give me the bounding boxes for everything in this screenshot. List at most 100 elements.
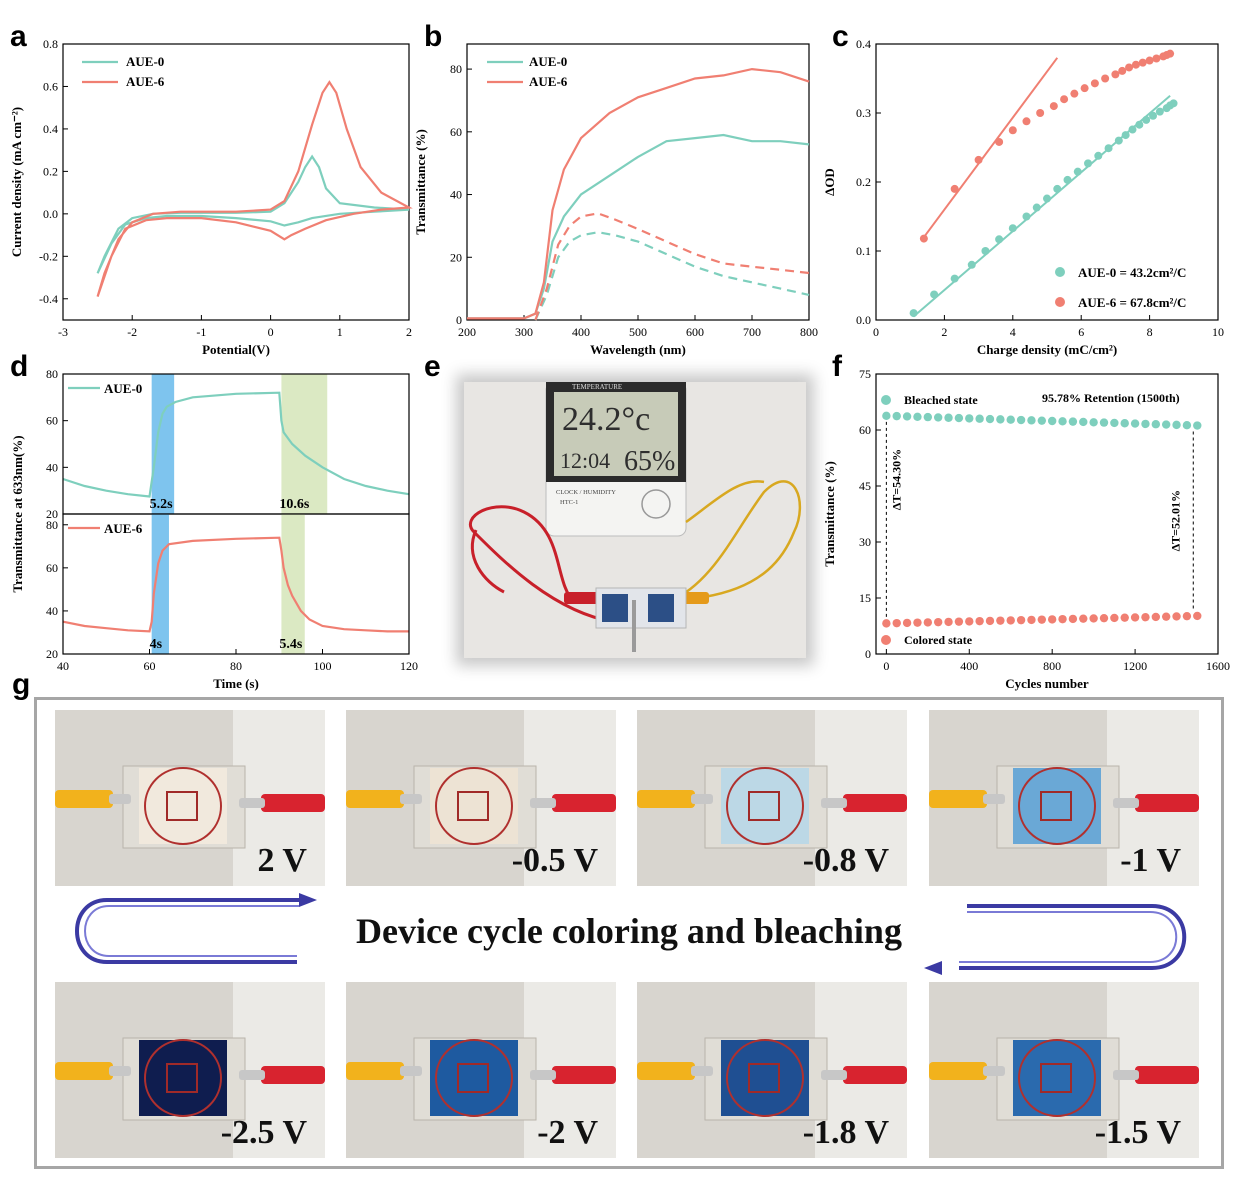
data-point <box>1104 144 1113 153</box>
switching-band <box>281 374 328 514</box>
data-point <box>1166 49 1175 58</box>
x-tick-label: 4 <box>1010 325 1016 339</box>
seal-center <box>457 1063 489 1093</box>
y-tick-label: 20 <box>450 250 462 264</box>
data-point <box>1145 56 1154 65</box>
seal-center <box>166 1063 198 1093</box>
panel-label-d: d <box>10 350 29 383</box>
data-point <box>1152 54 1161 63</box>
data-point <box>1070 89 1079 98</box>
yellow-clip <box>55 1062 113 1080</box>
yellow-clip-tip <box>109 1066 131 1076</box>
data-point <box>1006 616 1015 625</box>
thermo-model: HTC-1 <box>560 499 578 506</box>
yellow-clip <box>346 1062 404 1080</box>
yellow-clip-tip <box>400 794 422 804</box>
data-point <box>1008 224 1017 233</box>
university-seal <box>435 767 513 845</box>
data-point <box>1079 417 1088 427</box>
university-seal <box>1018 1039 1096 1117</box>
x-tick-label: 0 <box>883 659 889 673</box>
data-point <box>1036 109 1045 117</box>
x-axis-label: Charge density (mC/cm²) <box>977 342 1117 357</box>
data-point <box>1135 120 1144 129</box>
data-point <box>1118 66 1127 75</box>
x-tick-label: 40 <box>57 659 69 673</box>
switching-time-label: 10.6s <box>279 497 310 512</box>
y-axis-label: Transmittance at 633nm(%) <box>10 435 25 592</box>
data-point <box>1080 84 1089 93</box>
data-point <box>995 137 1004 146</box>
panel-g-frame: Device cycle coloring and bleaching 2 V -… <box>34 697 1224 1169</box>
data-point <box>930 290 939 299</box>
data-point <box>944 617 953 627</box>
x-tick-label: 700 <box>743 325 761 339</box>
y-axis-label: ΔOD <box>822 168 837 196</box>
y-tick-label: 45 <box>859 479 871 493</box>
y-tick-label: 0.2 <box>43 164 58 178</box>
yellow-clip <box>929 790 987 808</box>
data-point <box>1006 415 1015 424</box>
data-point <box>1058 614 1067 624</box>
y-tick-label: 75 <box>859 367 871 381</box>
university-seal <box>144 1039 222 1117</box>
data-point <box>1141 612 1150 622</box>
data-point <box>1068 417 1078 426</box>
device-state-photo: -0.5 V <box>346 710 616 886</box>
data-point <box>1099 613 1109 623</box>
data-point <box>1090 79 1099 88</box>
panel-label-b: b <box>424 20 443 53</box>
y-axis-label: Transmittance (%) <box>415 129 428 235</box>
x-axis-label: Time (s) <box>213 676 259 691</box>
x-tick-label: 1200 <box>1123 659 1147 673</box>
device-photo: TEMPERATURE 24.2°c 12:04 65% CLOCK / HUM… <box>464 381 806 658</box>
thermometer-hygrometer: TEMPERATURE 24.2°c 12:04 65% CLOCK / HUM… <box>545 381 687 537</box>
data-point <box>882 619 891 628</box>
data-point <box>1047 615 1057 624</box>
data-point <box>1047 416 1057 426</box>
data-point <box>1111 70 1120 79</box>
thermo-header: TEMPERATURE <box>572 383 622 391</box>
thermo-time: 12:04 <box>560 448 610 473</box>
red-clip <box>261 794 325 812</box>
data-point <box>923 412 933 422</box>
cycle-arrows <box>75 893 1187 975</box>
y-tick-label: 15 <box>859 591 871 605</box>
red-wire <box>469 505 615 624</box>
legend-label: Bleached state <box>904 393 978 407</box>
x-axis-label: Cycles number <box>1005 676 1089 691</box>
data-point <box>1073 167 1082 176</box>
device-state-drawing <box>637 982 907 1158</box>
panel-label-c: c <box>832 20 849 53</box>
data-point <box>1101 74 1110 83</box>
red-clip-tip <box>1113 1070 1139 1080</box>
data-point <box>1037 416 1047 425</box>
chart-a-cv: -3 -2 -1 0 1 2 -0.4 -0.2 0.0 0.2 0.4 0.6 0.8 Potentia… <box>9 37 413 357</box>
x-tick-label: 10 <box>1212 325 1224 339</box>
series-line <box>534 231 810 321</box>
data-point <box>1130 613 1140 622</box>
legend-marker <box>881 395 891 405</box>
switching-band <box>151 374 175 514</box>
data-point <box>1022 212 1031 221</box>
data-point <box>1063 175 1072 184</box>
data-point <box>1128 125 1137 134</box>
series-line <box>467 133 810 320</box>
chart-c-optical-density: 0 2 4 6 8 10 0.0 0.1 0.2 0.3 0.4 Charge density (mC… <box>822 37 1224 357</box>
x-tick-label: 8 <box>1147 325 1153 339</box>
x-tick-label: 600 <box>686 325 704 339</box>
data-point <box>1151 612 1161 622</box>
y-tick-label: 30 <box>859 535 871 549</box>
data-point <box>1016 415 1026 425</box>
y-tick-label: 0.1 <box>856 244 871 258</box>
y-tick-label: 20 <box>46 647 58 661</box>
x-tick-label: 300 <box>515 325 533 339</box>
data-point <box>1027 416 1036 425</box>
y-tick-label: 0.3 <box>856 106 871 120</box>
data-point <box>1060 95 1069 104</box>
data-point <box>974 155 983 164</box>
panel-label-g: g <box>12 668 31 701</box>
panel-label-a: a <box>10 20 27 53</box>
data-point <box>919 234 928 243</box>
x-tick-label: 60 <box>144 659 156 673</box>
